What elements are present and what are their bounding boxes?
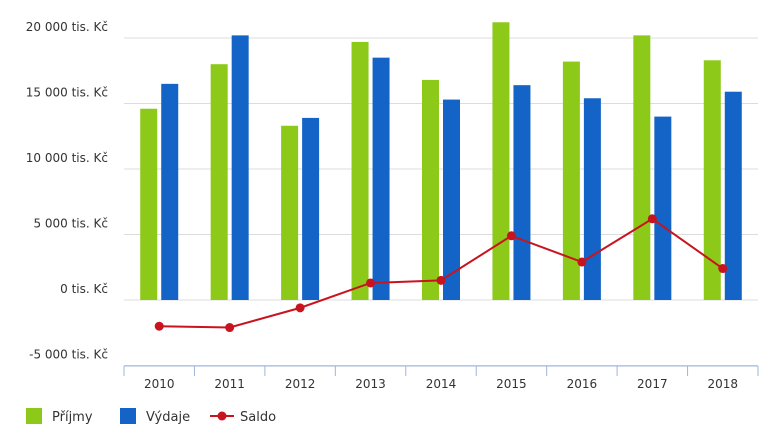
y-tick-label: 20 000 tis. Kč xyxy=(26,20,108,34)
bar-příjmy-2011[interactable] xyxy=(210,64,228,300)
saldo-point-2012[interactable] xyxy=(295,303,305,313)
bar-příjmy-2016[interactable] xyxy=(562,61,580,300)
saldo-line xyxy=(154,214,728,333)
bars xyxy=(140,22,742,301)
y-tick-label: -5 000 tis. Kč xyxy=(29,348,108,362)
legend-label: Výdaje xyxy=(146,410,190,425)
y-tick-label: 5 000 tis. Kč xyxy=(33,217,108,231)
saldo-point-2011[interactable] xyxy=(225,323,235,333)
bar-příjmy-2010[interactable] xyxy=(140,108,158,301)
legend-item-saldo[interactable]: Saldo xyxy=(210,410,276,425)
saldo-point-2013[interactable] xyxy=(366,278,376,288)
saldo-point-2010[interactable] xyxy=(154,321,164,331)
x-tick-label: 2014 xyxy=(426,377,457,391)
x-tick-label: 2016 xyxy=(567,377,598,391)
saldo-point-2017[interactable] xyxy=(647,214,657,224)
saldo-point-2016[interactable] xyxy=(577,257,587,267)
bar-výdaje-2015[interactable] xyxy=(513,85,531,300)
bar-výdaje-2010[interactable] xyxy=(161,83,179,300)
saldo-point-2014[interactable] xyxy=(436,275,446,285)
legend-item-příjmy[interactable]: Příjmy xyxy=(26,408,93,425)
bar-příjmy-2018[interactable] xyxy=(703,60,721,300)
y-tick-label: 15 000 tis. Kč xyxy=(26,86,108,100)
legend-label: Příjmy xyxy=(52,410,93,425)
bar-příjmy-2017[interactable] xyxy=(633,35,651,300)
legend-swatch xyxy=(120,408,136,424)
legend-swatch xyxy=(26,408,42,424)
bar-příjmy-2013[interactable] xyxy=(351,41,369,301)
y-axis-labels: -5 000 tis. Kč 0 tis. Kč 5 000 tis. Kč 10 0… xyxy=(26,20,108,362)
bar-výdaje-2017[interactable] xyxy=(654,116,672,300)
bar-příjmy-2012[interactable] xyxy=(281,125,299,301)
x-tick-label: 2011 xyxy=(214,377,245,391)
bar-příjmy-2014[interactable] xyxy=(422,79,439,300)
y-tick-label: 10 000 tis. Kč xyxy=(26,151,108,165)
legend-swatch-marker xyxy=(217,411,227,421)
x-tick-label: 2015 xyxy=(496,377,527,391)
bar-výdaje-2011[interactable] xyxy=(231,35,249,300)
x-tick-label: 2012 xyxy=(285,377,316,391)
bar-výdaje-2018[interactable] xyxy=(724,91,742,301)
saldo-point-2018[interactable] xyxy=(718,264,728,274)
x-tick-label: 2018 xyxy=(708,377,739,391)
x-tick-label: 2013 xyxy=(355,377,386,391)
saldo-point-2015[interactable] xyxy=(506,231,516,241)
legend[interactable]: Příjmy Výdaje Saldo xyxy=(26,408,276,425)
legend-label: Saldo xyxy=(240,410,276,425)
x-axis: 2010 2011 2012 2013 2014 2015 2016 2017 2018 xyxy=(123,365,759,391)
bar-výdaje-2012[interactable] xyxy=(302,117,320,300)
x-tick-label: 2010 xyxy=(144,377,175,391)
bar-výdaje-2013[interactable] xyxy=(372,57,390,301)
legend-item-výdaje[interactable]: Výdaje xyxy=(120,408,190,425)
bar-výdaje-2014[interactable] xyxy=(443,99,460,300)
bar-výdaje-2016[interactable] xyxy=(583,98,601,300)
y-tick-label: 0 tis. Kč xyxy=(60,282,108,296)
x-tick-label: 2017 xyxy=(637,377,668,391)
bar-příjmy-2015[interactable] xyxy=(492,22,510,301)
